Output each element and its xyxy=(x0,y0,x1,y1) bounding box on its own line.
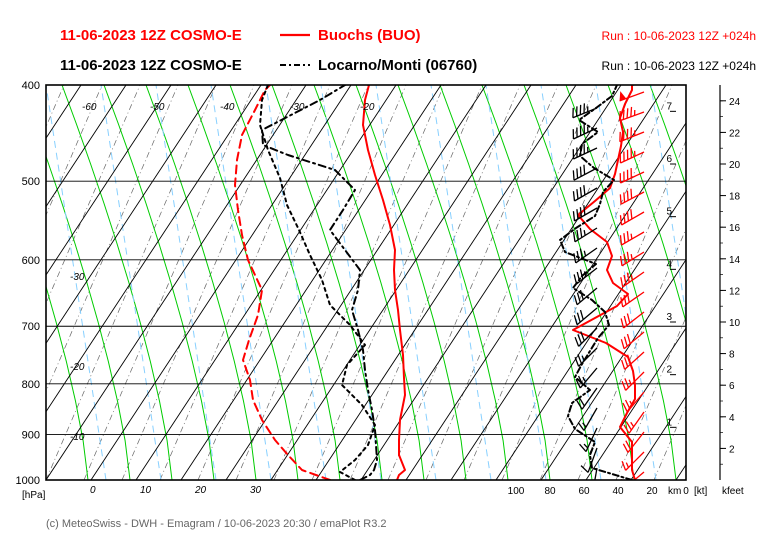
speed-tick: 100 xyxy=(508,486,525,497)
km-unit: km xyxy=(668,486,681,497)
kfeet-tick: 4 xyxy=(729,413,735,424)
kfeet-tick: 2 xyxy=(729,444,735,455)
emagram-chart: -60-50-40-30-20-30-20-100102030100090080… xyxy=(0,0,766,541)
kfeet-tick: 8 xyxy=(729,350,735,361)
km-tick: 2 xyxy=(666,365,672,376)
speed-tick: 0 xyxy=(683,486,689,497)
pressure-label: 700 xyxy=(22,321,40,333)
isotherm-label: -20 xyxy=(70,362,85,373)
pressure-label: 1000 xyxy=(16,475,40,487)
kfeet-tick: 12 xyxy=(729,286,741,297)
footer-credit: (c) MeteoSwiss - DWH - Emagram / 10-06-2… xyxy=(46,518,387,530)
pressure-label: 600 xyxy=(22,255,40,267)
title-line1-station: Buochs (BUO) xyxy=(318,27,421,44)
isotherm-label: -30 xyxy=(290,102,305,113)
run-line2: Run : 10-06-2023 12Z +024h xyxy=(602,59,756,73)
pressure-unit: [hPa] xyxy=(22,490,46,501)
kfeet-tick: 14 xyxy=(729,255,741,266)
pressure-label: 400 xyxy=(22,80,40,92)
km-tick: 5 xyxy=(666,207,672,218)
isotherm-label: -20 xyxy=(360,102,375,113)
isotherm-label: -30 xyxy=(70,272,85,283)
isotherm-label: -40 xyxy=(220,102,235,113)
kfeet-tick: 6 xyxy=(729,381,735,392)
kfeet-tick: 10 xyxy=(729,318,741,329)
pressure-label: 800 xyxy=(22,379,40,391)
kfeet-tick: 22 xyxy=(729,128,741,139)
isotherm-label: 10 xyxy=(140,485,152,496)
run-line1: Run : 10-06-2023 12Z +024h xyxy=(602,29,756,43)
isotherm-label: -60 xyxy=(82,102,97,113)
pressure-label: 500 xyxy=(22,176,40,188)
title-line1-date: 11-06-2023 12Z COSMO-E xyxy=(60,27,242,44)
title-line2-station: Locarno/Monti (06760) xyxy=(318,57,477,74)
isotherm-label: 30 xyxy=(250,485,262,496)
isotherm-label: 20 xyxy=(194,485,207,496)
km-tick: 3 xyxy=(666,312,672,323)
title-line2-date: 11-06-2023 12Z COSMO-E xyxy=(60,57,242,74)
kfeet-tick: 18 xyxy=(729,192,741,203)
pressure-label: 900 xyxy=(22,430,40,442)
kfeet-unit: kfeet xyxy=(722,486,744,497)
isotherm-label: -50 xyxy=(150,102,165,113)
speed-tick: 20 xyxy=(646,486,658,497)
km-tick: 4 xyxy=(666,259,672,270)
km-tick: 6 xyxy=(666,154,672,165)
isotherm-label: -10 xyxy=(70,432,85,443)
kfeet-tick: 16 xyxy=(729,223,741,234)
speed-tick: 60 xyxy=(578,486,590,497)
speed-tick: 40 xyxy=(612,486,624,497)
speed-tick: 80 xyxy=(544,486,556,497)
isotherm-label: 0 xyxy=(90,485,96,496)
kfeet-tick: 20 xyxy=(729,160,741,171)
speed-unit: [kt] xyxy=(694,486,708,497)
kfeet-tick: 24 xyxy=(729,97,741,108)
km-tick: 7 xyxy=(666,101,672,112)
km-tick: 1 xyxy=(666,417,672,428)
